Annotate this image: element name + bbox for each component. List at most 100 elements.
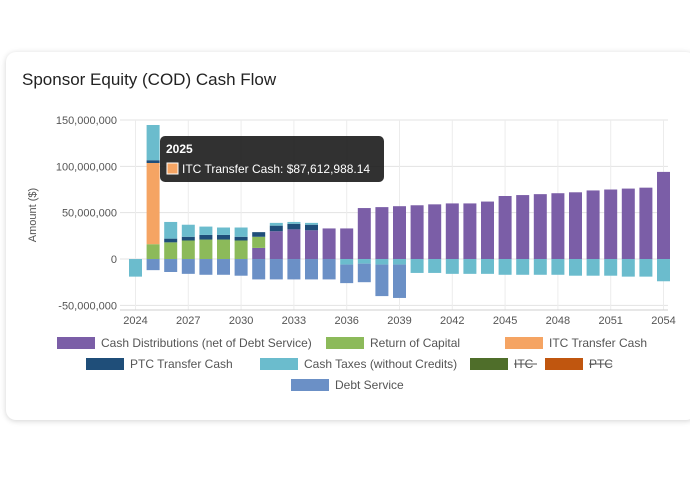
bar-cash-distributions-net-of-debt-service--2049[interactable] xyxy=(569,192,582,260)
legend-swatch-ptc[interactable] xyxy=(545,358,583,370)
legend-swatch-itc[interactable] xyxy=(470,358,508,370)
bar-return-of-capital-2031[interactable] xyxy=(252,236,266,248)
bar-return-of-capital-2029[interactable] xyxy=(217,239,230,260)
legend-label-ptc-transfer-cash[interactable]: PTC Transfer Cash xyxy=(130,357,233,371)
bar-cash-taxes-without-credits--2030[interactable] xyxy=(234,227,248,237)
bar-debt-service-2031[interactable] xyxy=(252,259,266,280)
bar-debt-service-2025[interactable] xyxy=(146,259,160,271)
bar-ptc-transfer-cash-2028[interactable] xyxy=(199,234,213,240)
legend-swatch-return-of-capital[interactable] xyxy=(326,337,364,349)
bar-cash-distributions-net-of-debt-service--2032[interactable] xyxy=(269,231,283,260)
bar-cash-distributions-net-of-debt-service--2042[interactable] xyxy=(445,203,459,260)
bar-cash-taxes-without-credits--2029[interactable] xyxy=(217,227,230,235)
bar-cash-distributions-net-of-debt-service--2038[interactable] xyxy=(375,207,389,260)
bar-cash-distributions-net-of-debt-service--2040[interactable] xyxy=(410,205,424,260)
bar-debt-service-2027[interactable] xyxy=(181,259,195,274)
bar-cash-distributions-net-of-debt-service--2047[interactable] xyxy=(533,194,547,260)
bar-ptc-transfer-cash-2030[interactable] xyxy=(234,236,248,241)
bar-cash-distributions-net-of-debt-service--2037[interactable] xyxy=(357,208,371,260)
bar-cash-taxes-without-credits--2025[interactable] xyxy=(146,124,160,161)
bar-debt-service-2029[interactable] xyxy=(217,259,230,275)
bar-cash-taxes-without-credits--2043[interactable] xyxy=(463,259,477,274)
legend-swatch-cash-taxes-without-credits-[interactable] xyxy=(260,358,298,370)
bar-cash-taxes-without-credits--2047[interactable] xyxy=(533,259,547,275)
bar-cash-taxes-without-credits--2050[interactable] xyxy=(586,259,600,276)
bar-cash-taxes-without-credits--2038[interactable] xyxy=(375,259,389,265)
bar-cash-distributions-net-of-debt-service--2045[interactable] xyxy=(498,196,512,260)
bar-itc-transfer-cash-2025[interactable] xyxy=(146,162,160,245)
bar-return-of-capital-2026[interactable] xyxy=(164,242,178,260)
bar-cash-taxes-without-credits--2036[interactable] xyxy=(340,259,354,265)
bar-debt-service-2036[interactable] xyxy=(340,264,354,284)
bar-cash-distributions-net-of-debt-service--2039[interactable] xyxy=(393,206,406,260)
bar-cash-distributions-net-of-debt-service--2034[interactable] xyxy=(305,230,318,260)
bar-return-of-capital-2027[interactable] xyxy=(181,240,195,260)
bar-ptc-transfer-cash-2034[interactable] xyxy=(305,224,318,231)
bar-debt-service-2035[interactable] xyxy=(322,259,336,280)
bar-ptc-transfer-cash-2031[interactable] xyxy=(252,232,266,237)
bar-cash-taxes-without-credits--2048[interactable] xyxy=(551,259,565,275)
bar-ptc-transfer-cash-2029[interactable] xyxy=(217,234,230,240)
bar-return-of-capital-2025[interactable] xyxy=(146,244,160,260)
bar-cash-taxes-without-credits--2034[interactable] xyxy=(305,222,318,225)
legend-swatch-ptc-transfer-cash[interactable] xyxy=(86,358,124,370)
bar-cash-taxes-without-credits--2039[interactable] xyxy=(393,259,406,265)
bar-cash-taxes-without-credits--2052[interactable] xyxy=(621,259,635,277)
bar-cash-taxes-without-credits--2054[interactable] xyxy=(657,259,670,282)
bar-cash-distributions-net-of-debt-service--2048[interactable] xyxy=(551,193,565,260)
bar-return-of-capital-2030[interactable] xyxy=(234,240,248,260)
legend-label-itc-transfer-cash[interactable]: ITC Transfer Cash xyxy=(549,336,647,350)
bar-cash-distributions-net-of-debt-service--2031[interactable] xyxy=(252,247,266,260)
bar-cash-taxes-without-credits--2053[interactable] xyxy=(639,259,653,277)
bar-ptc-transfer-cash-2025[interactable] xyxy=(146,160,160,163)
bar-return-of-capital-2028[interactable] xyxy=(199,239,213,260)
legend-swatch-cash-distributions-net-of-debt-service-[interactable] xyxy=(57,337,95,349)
bar-cash-distributions-net-of-debt-service--2051[interactable] xyxy=(604,189,618,260)
bar-cash-taxes-without-credits--2037[interactable] xyxy=(357,259,371,264)
bar-debt-service-2033[interactable] xyxy=(287,259,301,280)
bar-debt-service-2026[interactable] xyxy=(164,259,178,272)
bar-ptc-transfer-cash-2026[interactable] xyxy=(164,238,178,243)
bar-ptc-transfer-cash-2032[interactable] xyxy=(269,225,283,232)
bar-cash-taxes-without-credits--2041[interactable] xyxy=(428,259,442,273)
bar-cash-taxes-without-credits--2026[interactable] xyxy=(164,221,178,239)
bar-cash-taxes-without-credits--2033[interactable] xyxy=(287,221,301,224)
bar-cash-taxes-without-credits--2027[interactable] xyxy=(181,224,195,237)
legend-label-cash-taxes-without-credits-[interactable]: Cash Taxes (without Credits) xyxy=(304,357,457,371)
bar-cash-distributions-net-of-debt-service--2044[interactable] xyxy=(481,201,494,260)
bar-debt-service-2037[interactable] xyxy=(357,263,371,283)
bar-debt-service-2034[interactable] xyxy=(305,259,318,280)
bar-cash-distributions-net-of-debt-service--2035[interactable] xyxy=(322,228,336,260)
legend-label-debt-service[interactable]: Debt Service xyxy=(335,378,404,392)
bar-cash-taxes-without-credits--2042[interactable] xyxy=(445,259,459,274)
bar-debt-service-2028[interactable] xyxy=(199,259,213,275)
bar-debt-service-2038[interactable] xyxy=(375,264,389,297)
legend-swatch-itc-transfer-cash[interactable] xyxy=(505,337,543,349)
bar-debt-service-2032[interactable] xyxy=(269,259,283,280)
legend-label-cash-distributions-net-of-debt-service-[interactable]: Cash Distributions (net of Debt Service) xyxy=(101,336,312,350)
bar-cash-distributions-net-of-debt-service--2053[interactable] xyxy=(639,187,653,260)
legend-swatch-debt-service[interactable] xyxy=(291,379,329,391)
bar-ptc-transfer-cash-2027[interactable] xyxy=(181,236,195,241)
bar-cash-distributions-net-of-debt-service--2041[interactable] xyxy=(428,204,442,260)
bar-cash-distributions-net-of-debt-service--2052[interactable] xyxy=(621,188,635,260)
bar-cash-distributions-net-of-debt-service--2036[interactable] xyxy=(340,228,354,260)
bar-cash-distributions-net-of-debt-service--2043[interactable] xyxy=(463,203,477,260)
bar-cash-taxes-without-credits--2046[interactable] xyxy=(516,259,530,275)
bar-cash-taxes-without-credits--2040[interactable] xyxy=(410,259,424,273)
bar-cash-distributions-net-of-debt-service--2054[interactable] xyxy=(657,171,670,260)
bar-debt-service-2039[interactable] xyxy=(393,264,406,298)
bar-cash-distributions-net-of-debt-service--2050[interactable] xyxy=(586,190,600,260)
bar-cash-taxes-without-credits--2045[interactable] xyxy=(498,259,512,275)
bar-ptc-transfer-cash-2033[interactable] xyxy=(287,223,301,230)
bar-cash-taxes-without-credits--2044[interactable] xyxy=(481,259,494,274)
bar-cash-taxes-without-credits--2024[interactable] xyxy=(129,259,142,277)
bar-cash-taxes-without-credits--2049[interactable] xyxy=(569,259,582,276)
legend-label-return-of-capital[interactable]: Return of Capital xyxy=(370,336,460,350)
bar-cash-taxes-without-credits--2032[interactable] xyxy=(269,222,283,226)
bar-debt-service-2030[interactable] xyxy=(234,259,248,276)
bar-cash-taxes-without-credits--2028[interactable] xyxy=(199,226,213,235)
bar-cash-distributions-net-of-debt-service--2033[interactable] xyxy=(287,229,301,260)
bar-cash-taxes-without-credits--2051[interactable] xyxy=(604,259,618,276)
bar-cash-distributions-net-of-debt-service--2046[interactable] xyxy=(516,195,530,260)
